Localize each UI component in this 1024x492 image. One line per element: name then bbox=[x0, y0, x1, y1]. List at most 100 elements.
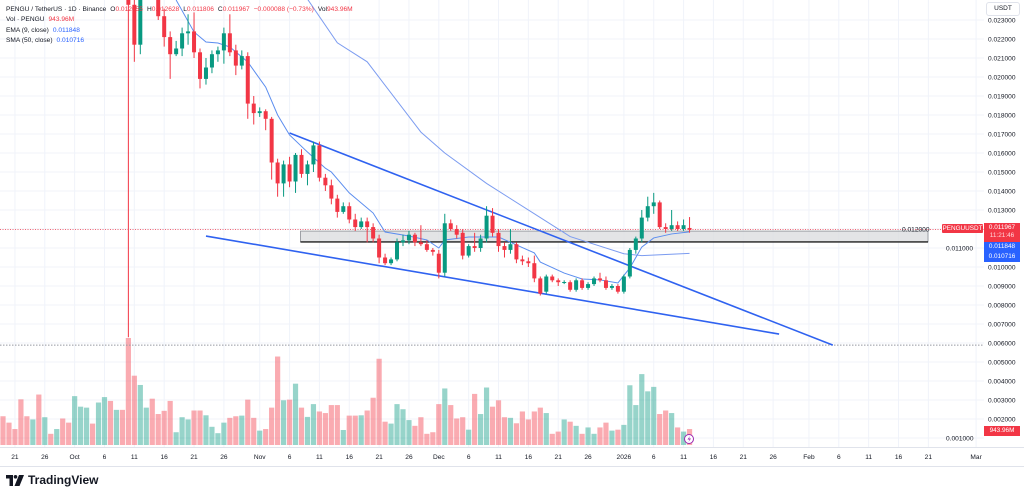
volume-bar bbox=[269, 407, 275, 445]
candle-body bbox=[562, 282, 567, 284]
time-axis-label: 6 bbox=[837, 454, 841, 461]
volume-bar bbox=[483, 387, 490, 445]
time-axis[interactable]: 21 26 Oct 6 11 16 21 26 Nov 6 11 16 21 26 Dec 6 11 16 21 26… bbox=[11, 454, 982, 461]
volume-bar bbox=[364, 410, 370, 445]
volume-bar bbox=[113, 409, 120, 445]
volume-bar bbox=[430, 432, 436, 445]
legend-volume-row[interactable]: Vol · PENGU 943.96M bbox=[6, 15, 353, 25]
time-axis-label: Oct bbox=[70, 454, 80, 461]
time-axis-label: 21 bbox=[190, 454, 198, 461]
volume-bar bbox=[137, 384, 143, 445]
alert-lightning-icon[interactable] bbox=[684, 434, 694, 444]
candlesticks bbox=[126, 0, 692, 338]
price-axis-label: 0.018000 bbox=[988, 113, 1016, 120]
volume-bar bbox=[627, 385, 633, 445]
candle-body bbox=[293, 154, 298, 182]
candle-body bbox=[430, 249, 435, 252]
candle-body bbox=[156, 0, 161, 17]
volume-bar bbox=[472, 393, 478, 445]
candle-body bbox=[341, 206, 346, 212]
legend-open-label: O bbox=[110, 6, 116, 13]
volume-bar bbox=[167, 400, 173, 445]
volume-bar bbox=[83, 407, 90, 445]
volume-bar bbox=[645, 391, 651, 445]
candle-body bbox=[347, 206, 352, 220]
symbol-price-tag: PENGUUSDT bbox=[942, 224, 983, 233]
time-axis-label: Mar bbox=[970, 454, 982, 461]
legend-close-value: 0.011967 bbox=[222, 6, 250, 13]
candle-body bbox=[329, 185, 334, 199]
chart-legend: PENGU / TetherUS · 1D · Binance O0.01205… bbox=[6, 5, 353, 47]
volume-bar bbox=[394, 404, 400, 445]
tradingview-logo-icon bbox=[6, 474, 24, 486]
candle-body bbox=[598, 278, 602, 281]
price-axis-label: 0.008000 bbox=[988, 303, 1016, 310]
volume-bar bbox=[663, 410, 669, 445]
volume-bars bbox=[0, 338, 693, 445]
price-chart[interactable]: 0.023000 0.022000 0.021000 0.020000 0.019000… bbox=[0, 0, 1024, 470]
volume-bar bbox=[209, 426, 215, 445]
volume-bar bbox=[101, 397, 108, 445]
price-axis[interactable]: 0.023000 0.022000 0.021000 0.020000 0.019000… bbox=[902, 18, 1016, 443]
legend-symbol-row[interactable]: PENGU / TetherUS · 1D · Binance O0.01205… bbox=[6, 5, 353, 15]
candle-body bbox=[287, 164, 292, 182]
volume-bar bbox=[382, 421, 388, 445]
price-axis-label: 0.022000 bbox=[988, 37, 1016, 44]
time-axis-label: 2026 bbox=[617, 454, 632, 461]
volume-bar bbox=[585, 427, 591, 445]
support-zone[interactable] bbox=[300, 230, 929, 243]
candle-body bbox=[526, 261, 531, 264]
volume-bar bbox=[460, 417, 466, 445]
legend-symbol: PENGU / TetherUS · 1D · Binance bbox=[6, 6, 107, 13]
time-axis-label: 26 bbox=[405, 454, 413, 461]
candle-body bbox=[520, 259, 525, 262]
price-axis-label: 0.017000 bbox=[988, 132, 1016, 139]
volume-bar bbox=[239, 415, 245, 445]
price-axis-label: 0.011000 bbox=[946, 246, 973, 253]
legend-vol-label: Vol bbox=[317, 6, 327, 13]
candle-body bbox=[496, 232, 501, 247]
trendlines[interactable] bbox=[205, 132, 834, 346]
time-axis-label: 16 bbox=[895, 454, 903, 461]
candle-body bbox=[251, 103, 256, 114]
legend-ema-row[interactable]: EMA (9, close) 0.011848 bbox=[6, 26, 353, 36]
candle-body bbox=[556, 280, 561, 283]
volume-bar bbox=[173, 432, 179, 445]
volume-bar bbox=[60, 418, 66, 445]
candle-body bbox=[615, 286, 620, 292]
time-axis-label: 6 bbox=[467, 454, 471, 461]
time-axis-label: 26 bbox=[220, 454, 228, 461]
volume-bar bbox=[179, 417, 185, 445]
volume-bar bbox=[251, 417, 257, 445]
time-axis-label: 11 bbox=[680, 454, 687, 461]
volume-bar bbox=[233, 416, 239, 445]
candle-body bbox=[281, 164, 286, 184]
volume-bar bbox=[633, 405, 639, 445]
legend-ema-value: 0.011848 bbox=[52, 26, 80, 34]
time-axis-label: 21 bbox=[375, 454, 383, 461]
volume-bar bbox=[412, 425, 418, 445]
price-axis-label: 0.002000 bbox=[988, 417, 1016, 424]
candle-body bbox=[538, 278, 543, 294]
candle-body bbox=[580, 280, 585, 288]
volume-bar bbox=[370, 397, 376, 445]
price-axis-label: 0.005000 bbox=[988, 360, 1016, 367]
volume-bar bbox=[489, 406, 496, 445]
legend-high-value: 0.012628 bbox=[151, 6, 180, 13]
time-axis-label: Feb bbox=[803, 454, 815, 461]
volume-bar bbox=[400, 409, 406, 445]
price-axis-label: 0.010000 bbox=[988, 265, 1016, 272]
price-axis-label: 0.013000 bbox=[988, 208, 1016, 215]
volume-bar bbox=[203, 415, 209, 445]
time-axis-label: 11 bbox=[316, 454, 323, 461]
volume-bar bbox=[185, 419, 191, 445]
volume-bar bbox=[48, 433, 54, 445]
candle-body bbox=[436, 253, 441, 273]
currency-button[interactable]: USDT bbox=[986, 2, 1020, 16]
volume-bar bbox=[388, 423, 394, 445]
legend-sma-row[interactable]: SMA (50, close) 0.010716 bbox=[6, 36, 353, 46]
candle-body bbox=[132, 4, 137, 45]
tradingview-logo[interactable]: TradingView bbox=[6, 473, 98, 487]
candle-body bbox=[203, 67, 208, 79]
candle-body bbox=[317, 145, 322, 178]
